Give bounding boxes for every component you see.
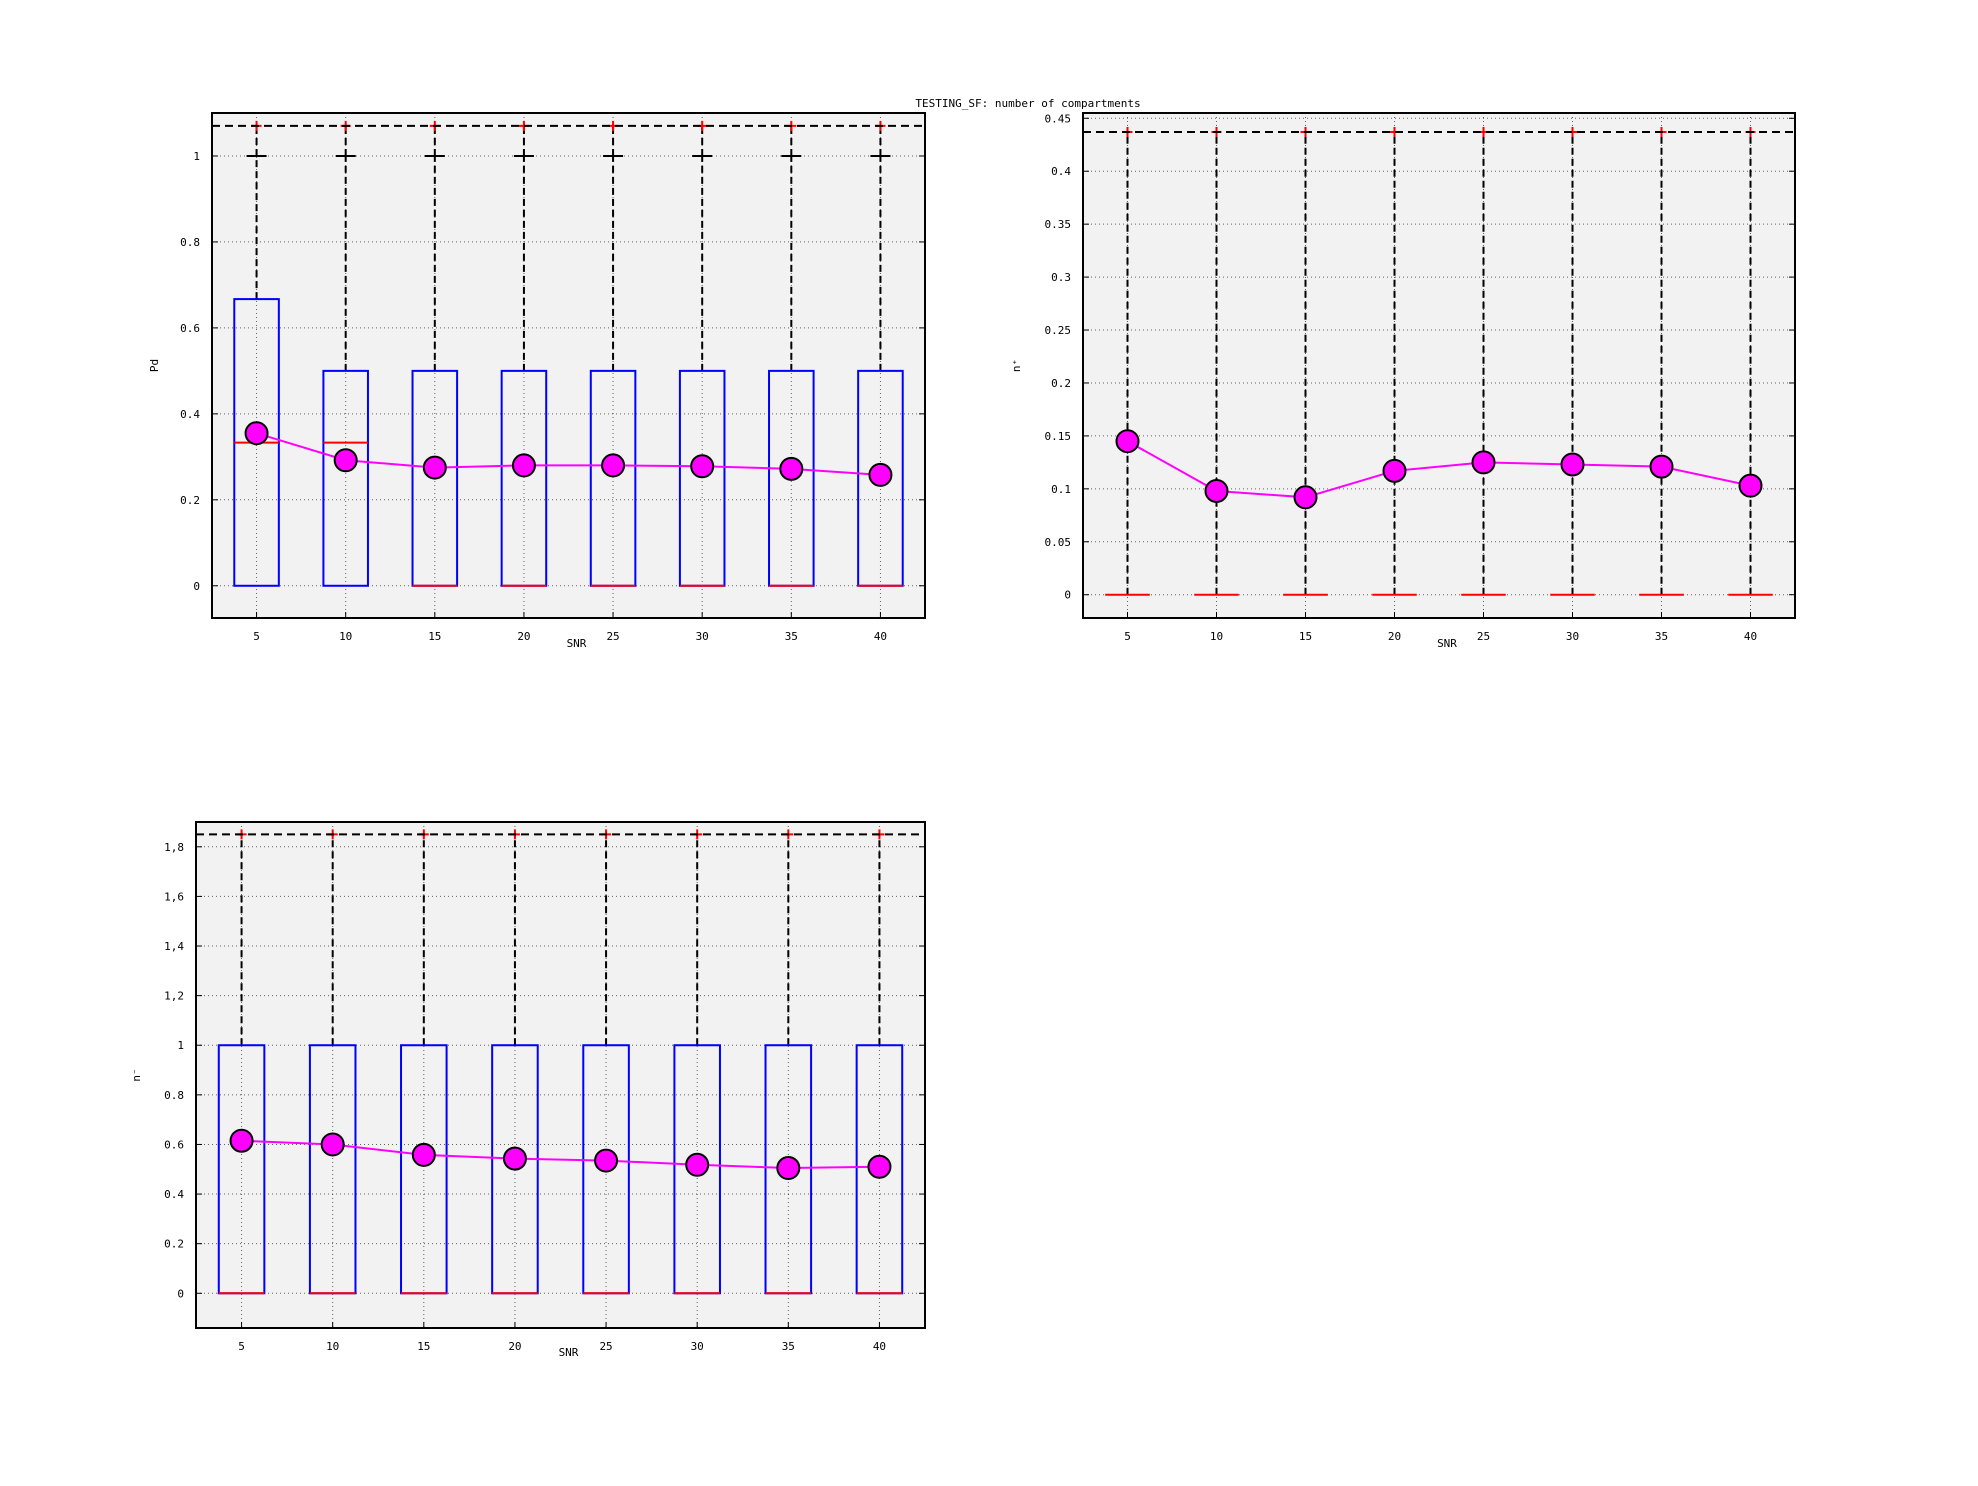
- x-tick-label: 5: [1124, 630, 1131, 643]
- figure-title: TESTING_SF: number of compartments: [915, 97, 1140, 110]
- mean-marker: [1649, 454, 1674, 479]
- mean-marker: [685, 1152, 710, 1177]
- plot-area: [212, 113, 925, 618]
- x-tick-label: 30: [691, 1340, 704, 1353]
- y-tick-label: 0.4: [164, 1188, 184, 1201]
- mean-line: [1127, 440, 1751, 499]
- box: [322, 369, 369, 587]
- mean-marker: [690, 454, 715, 479]
- mean-marker: [1204, 478, 1229, 503]
- y-tick-label: 1: [177, 1039, 184, 1052]
- x-tick-label: 40: [1744, 630, 1757, 643]
- mean-marker: [422, 455, 447, 480]
- plot-area: [1083, 113, 1795, 618]
- y-tick-label: 0.35: [1045, 218, 1072, 231]
- y-tick-label: 0.1: [1051, 483, 1071, 496]
- plot-frame: [1082, 112, 1796, 619]
- y-tick-label: 0.2: [180, 494, 200, 507]
- mean-marker: [244, 421, 269, 446]
- y-axis-label: n⁻: [130, 1068, 143, 1081]
- x-tick-label: 20: [1388, 630, 1401, 643]
- mean-line: [256, 432, 881, 476]
- x-tick-label: 40: [873, 1340, 886, 1353]
- x-tick-label: 15: [417, 1340, 430, 1353]
- y-tick-label: 0.4: [1051, 165, 1071, 178]
- plot-frame: [211, 112, 926, 619]
- mean-marker: [776, 1156, 801, 1181]
- chart-3: 0 0.2 0.4 0.6 0.8 1 1,2 1,4 1,6 1,8 5 10 15 20 25 30 35 4…: [130, 821, 926, 1359]
- x-tick-label: 10: [326, 1340, 339, 1353]
- y-tick-label: 0.6: [164, 1138, 184, 1151]
- mean-marker: [333, 448, 358, 473]
- y-tick-label: 1,2: [164, 990, 184, 1003]
- mean-marker: [1738, 473, 1763, 498]
- x-tick-label: 30: [696, 630, 709, 643]
- y-tick-label: 0.6: [180, 322, 200, 335]
- y-axis-label: Pd: [148, 359, 161, 372]
- x-axis-label: SNR: [1437, 637, 1457, 650]
- mean-marker: [411, 1142, 436, 1167]
- x-tick-label: 20: [508, 1340, 521, 1353]
- x-tick-label: 20: [517, 630, 530, 643]
- mean-marker: [868, 462, 893, 487]
- y-tick-label: 1,4: [164, 940, 184, 953]
- x-tick-label: 25: [606, 630, 619, 643]
- y-tick-label: 0.15: [1045, 430, 1072, 443]
- y-tick-label: 0.3: [1051, 271, 1071, 284]
- x-tick-label: 10: [1210, 630, 1223, 643]
- mean-marker: [1115, 429, 1140, 454]
- plot-frame: [195, 821, 926, 1329]
- chart-2: 0 0.05 0.1 0.15 0.2 0.25 0.3 0.35 0.4 0.45 5 10 15 20…: [1010, 112, 1796, 650]
- y-tick-label: 0: [1064, 589, 1071, 602]
- mean-marker: [1560, 452, 1585, 477]
- x-tick-label: 30: [1566, 630, 1579, 643]
- y-tick-label: 0: [177, 1287, 184, 1300]
- mean-marker: [867, 1154, 892, 1179]
- plot-area: [196, 822, 925, 1328]
- y-tick-label: 1: [193, 150, 200, 163]
- y-tick-label: 0.2: [164, 1238, 184, 1251]
- y-axis-label: n⁺: [1010, 359, 1023, 372]
- x-tick-label: 25: [1477, 630, 1490, 643]
- mean-marker: [1382, 458, 1407, 483]
- y-tick-label: 0.4: [180, 408, 200, 421]
- mean-marker: [229, 1128, 254, 1153]
- y-tick-label: 1,8: [164, 841, 184, 854]
- mean-marker: [1471, 450, 1496, 475]
- x-tick-label: 35: [782, 1340, 795, 1353]
- x-tick-label: 5: [253, 630, 260, 643]
- mean-marker: [1293, 485, 1318, 510]
- x-tick-label: 40: [874, 630, 887, 643]
- y-tick-label: 0.25: [1045, 324, 1072, 337]
- y-tick-label: 1,6: [164, 890, 184, 903]
- x-axis-label: SNR: [567, 637, 587, 650]
- mean-marker: [779, 456, 804, 481]
- x-tick-label: 25: [599, 1340, 612, 1353]
- x-tick-label: 35: [785, 630, 798, 643]
- x-tick-label: 35: [1655, 630, 1668, 643]
- mean-marker: [594, 1148, 619, 1173]
- x-axis-label: SNR: [559, 1346, 579, 1359]
- mean-marker: [601, 453, 626, 478]
- y-tick-label: 0.2: [1051, 377, 1071, 390]
- y-tick-label: 0.05: [1045, 536, 1072, 549]
- mean-marker: [320, 1132, 345, 1157]
- y-tick-label: 0.8: [164, 1089, 184, 1102]
- mean-marker: [511, 453, 536, 478]
- x-tick-label: 15: [428, 630, 441, 643]
- x-tick-label: 15: [1299, 630, 1312, 643]
- mean-marker: [502, 1146, 527, 1171]
- y-tick-label: 0: [193, 580, 200, 593]
- y-tick-label: 0.45: [1045, 112, 1072, 125]
- x-tick-label: 5: [238, 1340, 245, 1353]
- mean-line: [241, 1139, 880, 1170]
- x-tick-label: 10: [339, 630, 352, 643]
- y-tick-label: 0.8: [180, 236, 200, 249]
